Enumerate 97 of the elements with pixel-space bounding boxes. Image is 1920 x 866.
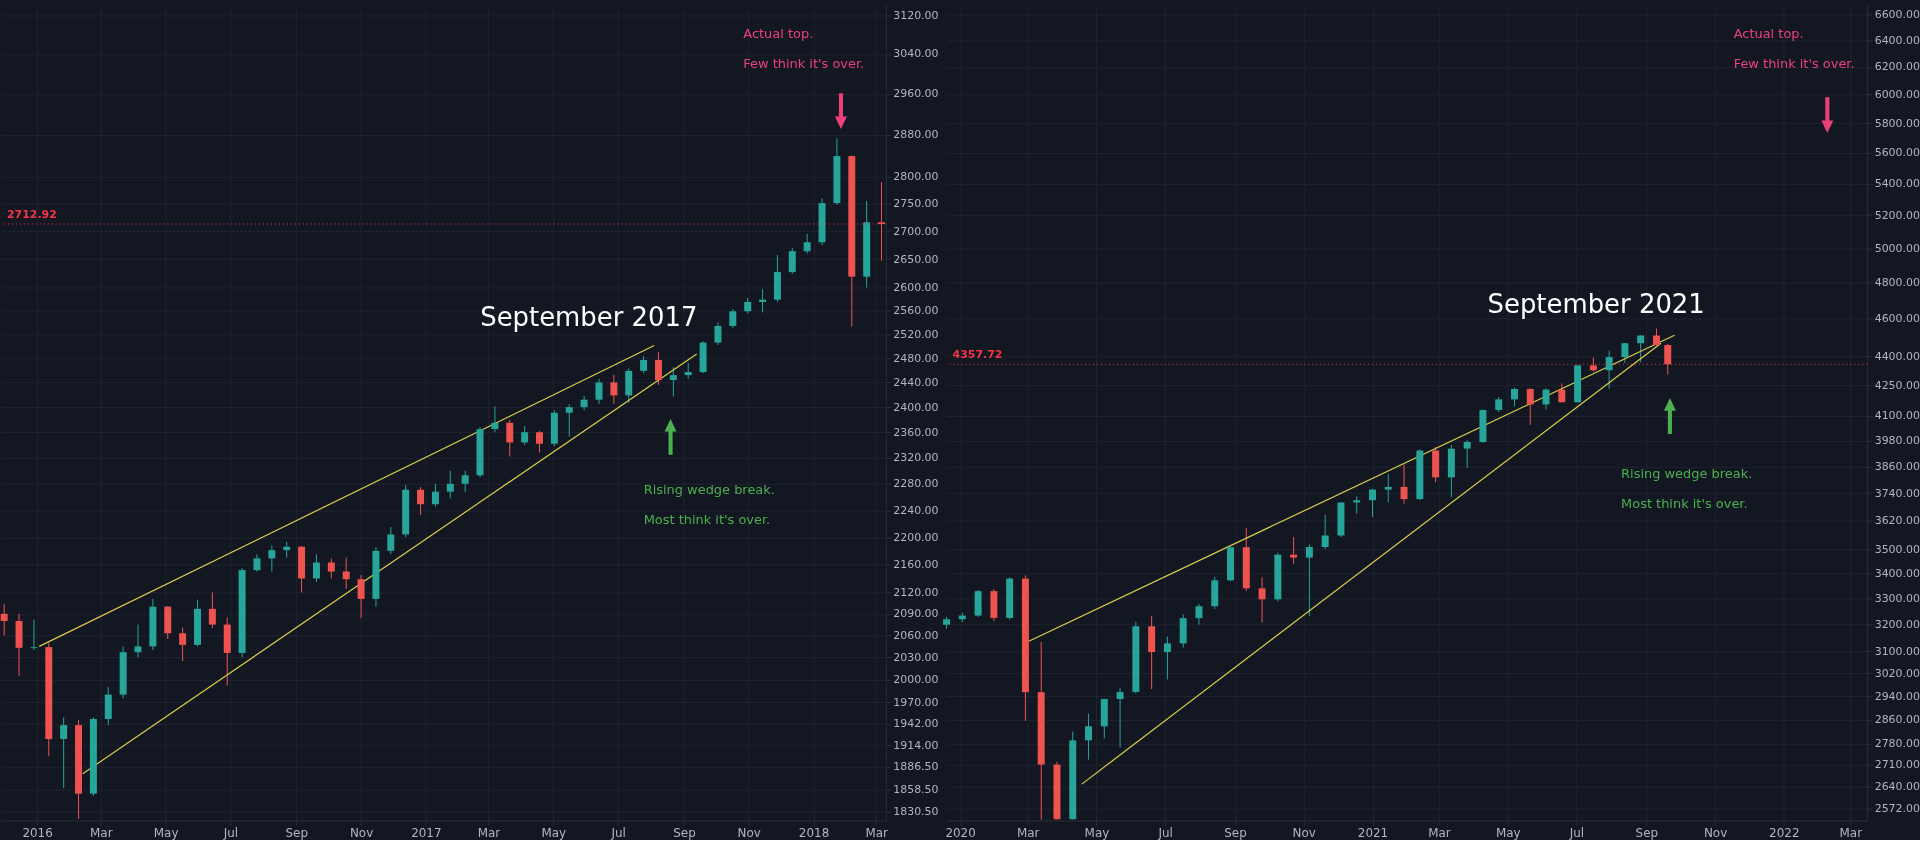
y-tick-label: 5600.00 [1874,146,1920,160]
x-tick-label: May [153,825,179,840]
y-tick-label: 5400.00 [1874,176,1920,190]
y-tick-label: 2880.00 [893,128,939,142]
y-tick-label: 6000.00 [1874,88,1920,102]
y-tick-label: 2710.00 [1874,758,1920,772]
x-tick-label: 2016 [22,825,53,840]
annotation: September 2017 [480,302,698,333]
annotation: Actual top. Few think it's over. [1733,26,1855,72]
x-tick-label: Sep [1635,825,1659,840]
x-tick-label: 2018 [798,825,830,840]
x-tick-label: Mar [1428,825,1451,840]
y-tick-label: 3120.00 [893,8,939,22]
annotation: September 2021 [1487,289,1705,320]
x-tick-label: 2020 [945,825,976,840]
y-tick-label: 2440.00 [893,375,939,389]
y-tick-label: 2750.00 [893,197,939,211]
x-tick-label: Nov [349,825,374,840]
y-tick-label: 2700.00 [893,224,939,238]
y-tick-label: 3020.00 [1874,667,1920,681]
y-tick-label: 3620.00 [1874,514,1920,528]
x-tick-label: Mar [865,825,889,840]
y-tick-label: 2600.00 [893,281,939,295]
y-tick-label: 4100.00 [1874,409,1920,423]
y-tick-label: 4800.00 [1874,276,1920,290]
ref-line-label: 2712.92 [6,208,57,222]
y-tick-label: 3980.00 [1874,434,1920,448]
y-tick-label: 2120.00 [893,586,939,600]
y-tick-label: 6400.00 [1874,33,1920,47]
y-tick-label: 2640.00 [1874,780,1920,794]
y-tick-label: 3300.00 [1874,592,1920,606]
y-tick-label: 2360.00 [893,425,939,439]
y-tick-label: 3740.00 [1874,486,1920,500]
y-tick-label: 2780.00 [1874,736,1920,750]
y-tick-label: 2240.00 [893,503,939,517]
y-tick-label: 1886.50 [893,760,939,774]
x-tick-label: Jul [610,825,626,840]
y-tick-label: 6200.00 [1874,60,1920,74]
y-tick-label: 3400.00 [1874,567,1920,581]
x-tick-label: Sep [1224,825,1247,840]
y-tick-label: 5200.00 [1874,208,1920,222]
x-tick-label: May [1084,825,1110,840]
x-tick-label: Mar [90,825,113,840]
y-tick-label: 3040.00 [893,47,939,61]
x-tick-label: 2022 [1769,825,1800,840]
y-tick-label: 4600.00 [1874,312,1920,326]
y-tick-label: 2860.00 [1874,712,1920,726]
y-tick-label: 2000.00 [893,673,939,687]
y-tick-label: 5800.00 [1874,116,1920,130]
y-tick-label: 2800.00 [893,170,939,184]
y-tick-label: 2572.00 [1874,802,1920,816]
y-tick-label: 2060.00 [893,628,939,642]
y-tick-label: 1942.00 [893,717,939,731]
x-tick-label: Sep [285,825,309,840]
x-tick-label: Jul [1157,825,1173,840]
x-tick-label: Jul [222,825,239,840]
y-tick-label: 4250.00 [1874,378,1920,392]
x-tick-label: Mar [1016,825,1040,840]
x-tick-label: Nov [1292,825,1316,840]
y-tick-label: 2650.00 [893,252,939,266]
x-tick-label: Jul [1568,825,1585,840]
x-tick-label: Nov [1703,825,1728,840]
annotation: Rising wedge break. Most think it's over. [643,481,775,527]
x-tick-label: Mar [1839,825,1863,840]
annotation: Actual top. Few think it's over. [743,26,865,72]
y-tick-label: 1914.00 [893,738,939,752]
x-tick-label: Mar [477,825,501,840]
x-tick-label: May [1495,825,1521,840]
y-tick-label: 1830.50 [893,805,939,819]
y-tick-label: 2090.00 [893,607,939,621]
y-tick-label: 1970.00 [893,695,939,709]
y-tick-label: 2560.00 [893,304,939,318]
y-tick-label: 2280.00 [893,477,939,491]
y-tick-label: 5000.00 [1874,241,1920,255]
y-tick-label: 3500.00 [1874,542,1920,556]
y-tick-label: 4400.00 [1874,349,1920,363]
y-tick-label: 2400.00 [893,400,939,414]
y-tick-label: 2200.00 [893,530,939,544]
y-tick-label: 2480.00 [893,351,939,365]
x-tick-label: May [541,825,567,840]
x-tick-label: 2017 [411,825,442,840]
x-tick-label: Sep [673,825,696,840]
y-tick-label: 2030.00 [893,650,939,664]
y-tick-label: 2960.00 [893,87,939,101]
y-tick-label: 2940.00 [1874,689,1920,703]
y-tick-label: 2520.00 [893,327,939,341]
y-tick-label: 6600.00 [1874,7,1920,21]
x-tick-label: Nov [737,825,761,840]
y-tick-label: 3860.00 [1874,460,1920,474]
ref-line-label: 4357.72 [952,348,1003,362]
y-tick-label: 2160.00 [893,558,939,572]
y-tick-label: 2320.00 [893,451,939,465]
annotation: Rising wedge break. Most think it's over. [1621,465,1753,511]
y-tick-label: 1858.50 [893,782,939,796]
y-tick-label: 3200.00 [1874,618,1920,632]
x-tick-label: 2021 [1357,825,1389,840]
y-tick-label: 3100.00 [1874,644,1920,658]
